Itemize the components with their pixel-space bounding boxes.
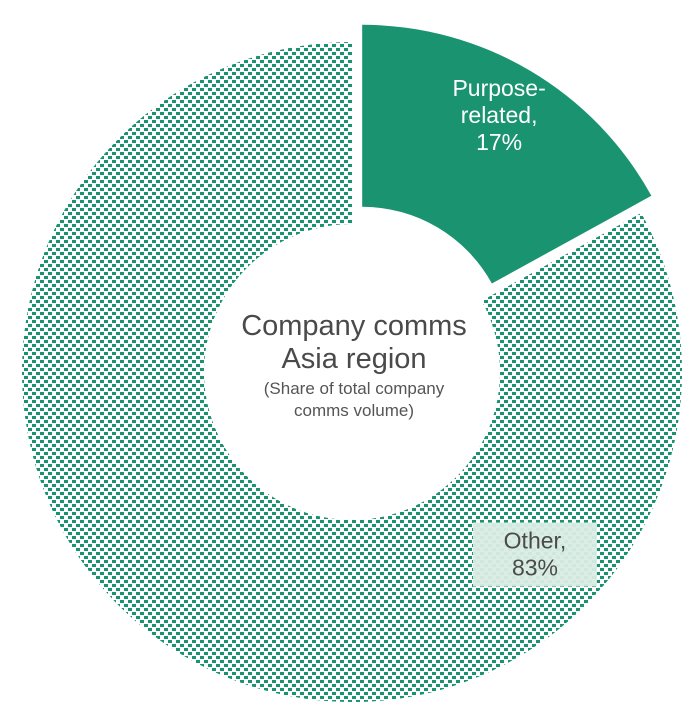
slice-label-0-line-2: 17% <box>476 129 522 155</box>
slice-label-0-line-0: Purpose- <box>452 75 545 101</box>
center-subtitle-line1: (Share of total company <box>264 379 445 398</box>
center-title-line1: Company comms <box>241 310 467 342</box>
slice-label-box-1 <box>473 522 597 587</box>
center-subtitle-line2: comms volume) <box>294 401 414 420</box>
slice-label-0-line-1: related, <box>461 102 538 128</box>
slice-label-1-line-1: 83% <box>512 555 558 581</box>
slice-labels-layer: Purpose-related,17% Other,83% <box>452 75 597 587</box>
center-title-line2: Asia region <box>281 343 426 375</box>
donut-slice-0 <box>362 24 652 284</box>
slice-label-1-line-0: Other, <box>504 528 567 554</box>
